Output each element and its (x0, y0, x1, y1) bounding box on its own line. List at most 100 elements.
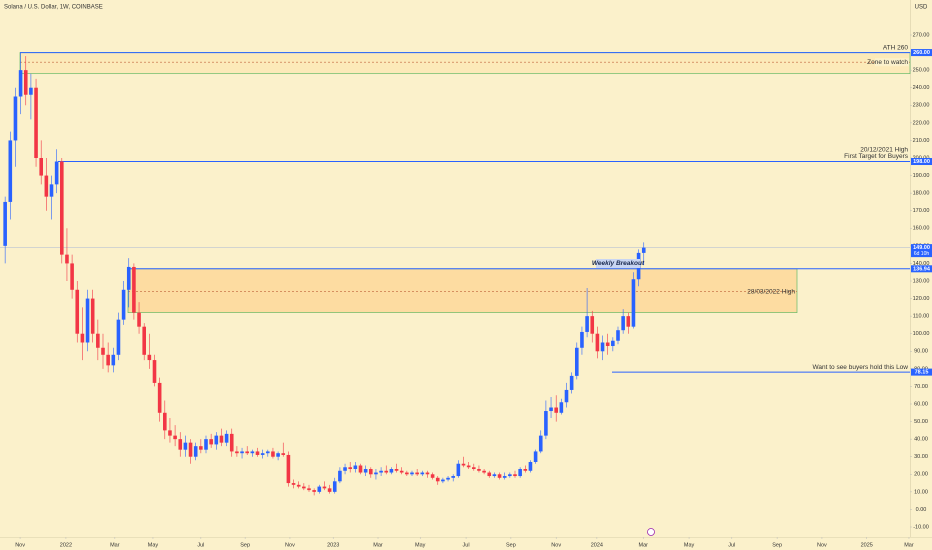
candle-body (193, 446, 198, 457)
candle-body (569, 375, 574, 390)
candle-body (343, 467, 347, 471)
candle-body (425, 472, 430, 475)
candle-body (44, 175, 49, 197)
candle-body (116, 319, 121, 355)
candle-body (18, 70, 23, 97)
candle-body (317, 486, 322, 492)
candle-body (394, 469, 399, 471)
candle-body (23, 70, 28, 95)
x-tick-label: May (684, 542, 695, 548)
y-tick-label: 220.00 (913, 120, 930, 126)
candle-body (3, 201, 7, 246)
candle-body (224, 433, 229, 443)
candle-body (456, 463, 461, 477)
price-tag-label: 198.00 (913, 159, 930, 165)
x-tick-label: Sep (772, 542, 782, 548)
x-tick-label: Nov (551, 542, 561, 548)
candle-body (255, 451, 260, 455)
price-tag (911, 368, 932, 376)
level-note: Want to see buyers hold this Low (812, 364, 908, 371)
candle-body (549, 407, 553, 412)
candle-body (312, 490, 316, 492)
level-note: ATH 260 (883, 44, 909, 51)
candle-body (595, 333, 600, 352)
candle-body (574, 347, 579, 376)
candle-body (611, 340, 615, 347)
candle-body (528, 461, 533, 471)
candle-body (173, 435, 177, 440)
y-tick-label: 120.00 (913, 296, 930, 302)
candle-body (363, 469, 368, 473)
candle-body (126, 266, 131, 290)
x-tick-label: 2023 (327, 542, 339, 548)
candle-body (559, 402, 564, 413)
x-tick-label: Sep (506, 542, 516, 548)
candle-body (121, 289, 126, 320)
y-tick-label: 240.00 (913, 85, 930, 91)
candle-body (286, 454, 291, 484)
candle-body (137, 312, 141, 327)
last-price-tag (911, 244, 932, 258)
candle-body (605, 342, 610, 347)
candle-body (39, 158, 43, 176)
candle-body (70, 263, 74, 290)
candle-body (538, 435, 543, 452)
candle-body (410, 472, 414, 475)
price-tag (911, 49, 932, 57)
annotation-bg (596, 259, 640, 268)
candle-body (65, 254, 69, 264)
candle-body (235, 451, 239, 454)
level-note: First Target for Buyers (844, 153, 909, 160)
annotation: Weekly Breakout (592, 260, 645, 267)
candle-body (487, 472, 492, 477)
candle-body (508, 474, 512, 477)
candle-body (590, 316, 595, 334)
x-tick-label: May (148, 542, 159, 548)
candle-body (106, 354, 110, 366)
x-tick-label: Mar (904, 542, 914, 548)
candle-body (332, 481, 337, 492)
y-tick-label: 140.00 (913, 261, 930, 267)
candle-body (271, 451, 275, 457)
candle-body (49, 184, 54, 197)
last-price-label: 149.00 (913, 245, 930, 251)
candle-body (34, 87, 38, 158)
candle-body (209, 439, 213, 445)
candle-body (513, 474, 517, 477)
candle-body (353, 465, 358, 470)
candle-body (544, 411, 548, 436)
y-tick-label: 50.00 (914, 419, 928, 425)
event-icon[interactable] (647, 528, 655, 536)
candle-body (183, 442, 188, 450)
y-tick-label: 100.00 (913, 331, 930, 337)
candle-body (260, 453, 265, 455)
candle-body (101, 347, 105, 355)
candle-body (13, 96, 18, 141)
candle-body (580, 331, 584, 348)
y-tick-label: 210.00 (913, 138, 930, 144)
candle-body (204, 439, 208, 450)
candle-body (533, 451, 538, 462)
candle-body (178, 439, 183, 450)
candle-body (168, 430, 172, 436)
x-tick-label: Jul (463, 542, 470, 548)
candle-body (8, 140, 13, 202)
x-tick-label: Nov (817, 542, 827, 548)
candle-body (446, 477, 450, 480)
candle-body (147, 354, 152, 361)
candle-body (90, 298, 95, 334)
candle-body (162, 412, 167, 431)
level-note: 20/12/2021 High (860, 147, 908, 154)
chart-title: Solana / U.S. Dollar, 1W, COINBASE (4, 5, 103, 11)
candle-body (29, 87, 33, 95)
candle-body (631, 279, 636, 327)
candle-body (405, 472, 409, 475)
currency-label: USD (915, 5, 928, 11)
candle-body (374, 472, 378, 475)
candle-body (461, 463, 466, 466)
candle-body (132, 266, 136, 313)
candle-body (497, 474, 502, 478)
candle-body (281, 453, 286, 455)
candle-body (389, 469, 394, 473)
